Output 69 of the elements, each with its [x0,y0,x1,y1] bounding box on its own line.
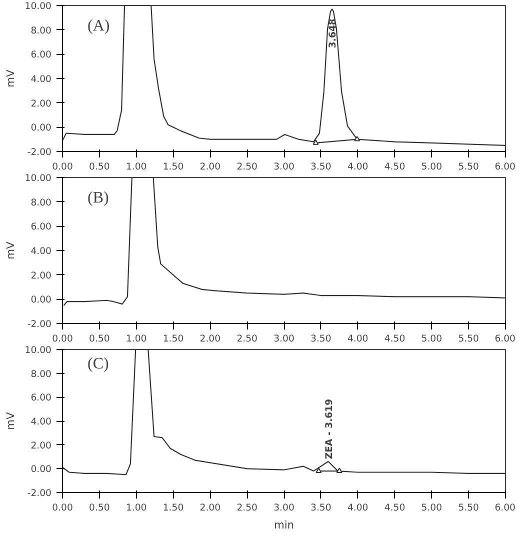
y-tick-label: 4.00 [30,416,52,428]
y-tick-label: -2.00 [27,319,52,330]
x-tick-label: 3.50 [310,502,332,514]
y-tick-label: -2.00 [27,488,52,499]
x-tick-label: 1.50 [162,162,184,172]
x-axis-title: min [274,518,294,532]
y-tick-label: 6.00 [30,392,52,404]
annotation: ZEA - 3.619 [324,398,336,460]
x-tick-label: 6.00 [494,334,516,344]
annotation: (A) [88,18,110,34]
x-tick-label: 0.00 [52,334,73,344]
y-tick-label: 8.00 [30,197,52,208]
x-tick-label: 0.50 [89,502,110,514]
x-tick-label: 6.00 [494,502,516,514]
x-tick-label: 4.50 [384,334,406,344]
x-tick-label: 4.00 [347,502,368,514]
x-tick-label: 0.50 [89,334,110,344]
y-tick-label: 2.00 [30,440,52,452]
x-tick-label: 3.50 [310,334,332,344]
x-tick-label: 3.00 [274,162,294,172]
x-tick-label: 5.50 [458,162,480,172]
x-tick-label: 5.00 [421,162,442,172]
x-tick-label: 3.00 [274,334,294,344]
y-tick-label: 6.00 [30,50,52,61]
y-tick-label: 6.00 [30,222,52,233]
y-tick-label: 8.00 [30,25,52,36]
x-tick-label: 3.00 [274,502,294,514]
x-tick-label: 1.00 [126,334,147,344]
y-tick-label: 10.00 [24,345,52,356]
annotation: 3.648 [327,18,338,48]
y-tick-label: 10.00 [24,1,52,12]
x-tick-label: 2.50 [236,162,258,172]
y-tick-label: 8.00 [30,368,52,380]
y-tick-label: 0.00 [30,294,52,306]
x-tick-label: 4.00 [347,334,368,344]
x-tick-label: 5.50 [458,502,480,514]
x-tick-label: 4.50 [384,502,406,514]
x-tick-label: 2.50 [236,502,258,514]
annotation: (C) [88,356,109,372]
x-tick-label: 2.50 [236,334,258,344]
y-axis-title: mV [4,68,17,88]
x-tick-label: 5.00 [421,334,442,344]
y-tick-label: 2.00 [30,270,52,282]
y-tick-label: 4.00 [30,74,52,85]
x-tick-label: 6.00 [494,162,516,172]
y-tick-label: 0.00 [30,122,52,134]
x-tick-label: 1.00 [126,162,147,172]
x-tick-label: 0.00 [52,502,73,514]
x-tick-label: 4.00 [347,162,368,172]
y-tick-label: 0.00 [30,464,52,476]
x-tick-label: 5.00 [421,502,442,514]
x-tick-label: 5.50 [458,334,480,344]
x-tick-label: 2.00 [200,162,221,172]
y-tick-label: 2.00 [30,98,52,110]
x-tick-label: 2.00 [200,334,221,344]
x-tick-label: 1.50 [162,334,184,344]
y-tick-label: 4.00 [30,246,52,257]
x-tick-label: 1.50 [162,502,184,514]
x-tick-label: 4.50 [384,162,406,172]
x-tick-label: 0.50 [89,162,110,172]
y-tick-label: 10.00 [24,173,52,184]
y-axis-title: mV [4,240,17,260]
y-axis-title: mV [4,411,17,430]
y-tick-label: -2.00 [27,147,52,158]
annotation: (B) [88,190,109,206]
x-tick-label: 0.00 [52,162,73,172]
x-tick-label: 2.00 [200,502,221,514]
x-tick-label: 1.00 [126,502,147,514]
x-tick-label: 3.50 [310,162,332,172]
